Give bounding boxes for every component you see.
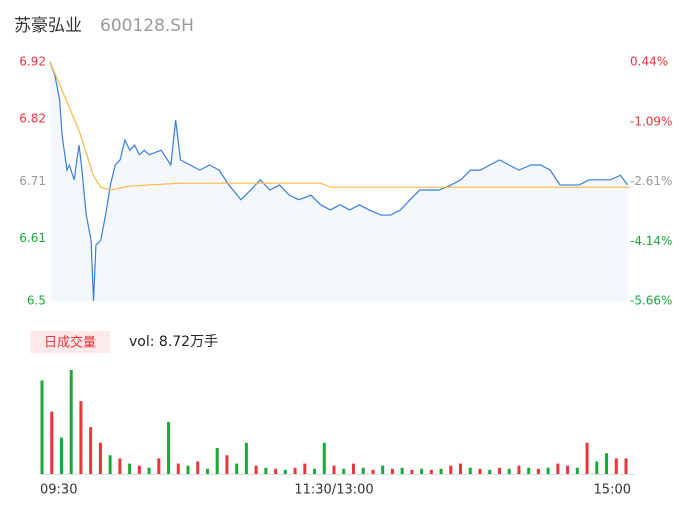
volume-bar [614,458,618,474]
volume-bar [605,453,609,474]
volume-bar [546,467,550,474]
y-tick-label: 6.82 [19,111,46,125]
volume-bar [429,469,433,474]
y-tick-label: 6.61 [19,231,46,245]
volume-bar [459,463,463,474]
volume-bar [585,442,589,474]
volume-bar [575,467,579,474]
volume-bar [478,468,482,474]
y2-tick-label: -4.14% [630,234,672,248]
volume-bar [293,467,297,474]
y-tick-label: 6.92 [19,55,46,69]
volume-bar [361,467,365,474]
avg-line [49,61,630,191]
volume-bar [556,463,560,474]
x-tick-label: 09:30 [40,483,77,498]
volume-bar [390,468,394,474]
stock-name: 苏豪弘业 [14,15,82,36]
volume-bar [128,463,132,474]
legend-box [30,331,110,353]
y2-tick-label: -5.66% [630,294,672,308]
volume-bar [313,468,317,474]
volume-bar [40,380,44,474]
volume-bar [624,458,628,474]
volume-bar [381,465,385,474]
volume-bar [566,465,570,474]
volume-bar [89,427,93,474]
volume-bar [147,467,151,474]
volume-bar [303,463,307,474]
volume-bar [449,465,453,474]
volume-bar [283,469,287,474]
x-tick-label: 15:00 [594,483,631,498]
y2-tick-label: 0.44% [630,55,668,69]
volume-bar [400,467,404,474]
volume-bar [507,468,511,474]
volume-bar [235,463,239,474]
volume-bar [527,467,531,474]
volume-bar [98,442,102,474]
volume-bar [322,442,326,474]
volume-bar [332,465,336,474]
y-tick-label: 6.71 [19,174,46,188]
volume-bar [118,458,122,474]
volume-bar [371,469,375,474]
volume-bar [50,411,54,474]
volume-bar [186,465,190,474]
volume-bar [108,455,112,474]
volume-bar [69,370,73,474]
volume-bar [157,458,161,474]
volume-bar [439,468,443,474]
volume-bar [225,455,229,474]
volume-bar [488,469,492,474]
volume-bar [351,463,355,474]
volume-bar [79,401,83,474]
volume-bar [468,467,472,474]
volume-bar [410,469,414,474]
volume-bar [254,465,258,474]
x-tick-label: 11:30/13:00 [294,483,373,498]
y2-tick-label: -1.09% [630,114,672,128]
price-line [49,61,629,302]
volume-bar [137,465,141,474]
volume-bar [176,463,180,474]
legend: 日成交量 [44,335,96,351]
volume-bar [215,448,219,474]
stock-code: 600128.SH [100,16,194,36]
price-area [50,62,628,301]
y-tick-label: 6.5 [27,294,46,308]
volume-bar [517,465,521,474]
volume-bar [274,468,278,474]
volume-bar [420,468,424,474]
volume-label: vol: 8.72万手 [129,334,218,350]
volume-bar [205,468,209,474]
volume-bar [536,468,540,474]
volume-bar [244,442,248,474]
volume-bar [342,468,346,474]
volume-bar [595,461,599,474]
volume-bar [59,437,63,474]
volume-bar [264,467,268,474]
volume-bar [497,467,501,474]
y2-tick-label: -2.61% [630,174,672,188]
volume-bar [167,422,171,474]
volume-bar [196,461,200,474]
